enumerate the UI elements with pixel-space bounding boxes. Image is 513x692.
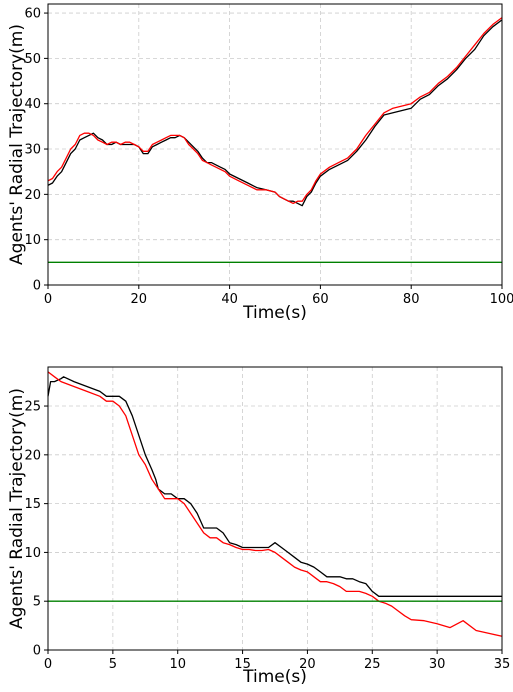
top-x-axis-title: Time(s)	[242, 303, 307, 323]
top-y-tick-label: 30	[24, 143, 41, 158]
top-x-tick-label: 0	[44, 292, 52, 307]
top-plot-frame	[47, 3, 503, 286]
top-series-black-trajectory	[47, 19, 503, 207]
top-x-tick-label: 60	[312, 292, 329, 307]
top-x-tick-label: 100	[490, 292, 513, 307]
bottom-y-tick-label: 15	[24, 497, 41, 512]
bottom-y-tick-label: 20	[24, 448, 41, 463]
bottom-y-axis-title: Agents' Radial Trajectory(m)	[7, 388, 27, 629]
top-y-tick-label: 20	[24, 188, 41, 203]
top-x-tick-label: 20	[131, 292, 148, 307]
bottom-chart-panel: 0 5 10 15 20 25 30 35 0 5 10 15 20 25 Time(s) Agents' R…	[7, 366, 511, 687]
bottom-x-tick-label: 20	[299, 657, 316, 672]
bottom-x-tick-label: 10	[169, 657, 186, 672]
bottom-series-black-trajectory	[47, 376, 502, 597]
bottom-x-tick-label: 5	[109, 657, 117, 672]
bottom-y-tick-label: 5	[33, 595, 41, 610]
top-y-tick-label: 0	[33, 279, 41, 294]
bottom-x-tick-label: 0	[44, 657, 52, 672]
bottom-y-tick-label: 0	[33, 644, 41, 659]
bottom-plot-frame	[47, 366, 503, 651]
bottom-y-tick-label: 25	[24, 400, 41, 415]
top-y-tick-label: 60	[24, 7, 41, 22]
top-y-tick-label: 50	[24, 52, 41, 67]
top-y-tick-label: 40	[24, 97, 41, 112]
top-y-axis-title: Agents' Radial Trajectory(m)	[7, 24, 27, 265]
bottom-x-tick-label: 25	[364, 657, 381, 672]
bottom-y-tick-label: 10	[24, 546, 41, 561]
bottom-series-red-trajectory	[47, 371, 503, 637]
top-x-tick-label: 40	[221, 292, 238, 307]
bottom-x-tick-label: 30	[429, 657, 446, 672]
bottom-x-axis-title: Time(s)	[242, 667, 307, 687]
top-series-red-trajectory	[47, 17, 503, 205]
top-chart-panel: 0 20 40 60 80 100 0 10 20 30 40 50 60 Time(s) Agents' …	[7, 3, 513, 323]
bottom-x-tick-label: 35	[494, 657, 511, 672]
bottom-x-tick-label: 15	[234, 657, 251, 672]
top-y-tick-label: 10	[24, 233, 41, 248]
top-x-tick-label: 80	[403, 292, 420, 307]
